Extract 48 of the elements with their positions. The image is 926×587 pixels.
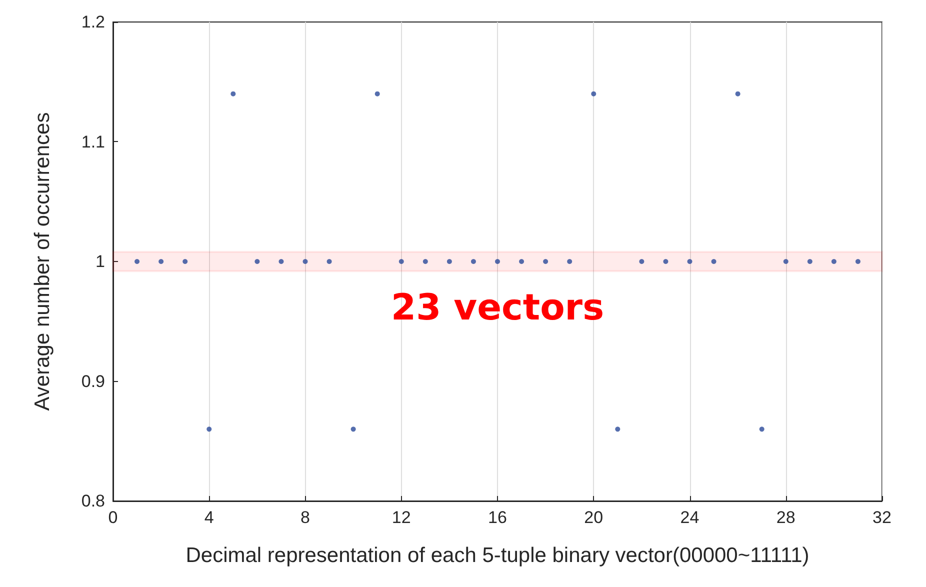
point [783,259,788,264]
point [615,426,620,432]
point [543,259,548,264]
x-tick-label: 20 [584,508,604,527]
point [206,426,212,432]
point [639,259,644,264]
point [567,259,572,264]
point [278,259,284,264]
point [398,259,404,264]
point [831,259,836,264]
point [302,259,308,264]
point [350,426,356,432]
point [254,259,260,264]
point [519,259,524,264]
point [591,91,596,96]
x-tick-label: 24 [680,508,700,527]
x-tick-label: 8 [300,508,310,527]
point [687,259,692,264]
point [230,91,236,96]
point [158,259,164,264]
point [422,259,428,264]
point [807,259,812,264]
point [374,91,380,96]
point [495,259,500,264]
point [663,259,668,264]
point [759,426,764,432]
y-axis-title: Average number of occurrences [31,112,54,411]
x-tick-label: 28 [776,508,796,527]
x-tick-label: 0 [108,508,118,527]
point [470,259,476,264]
point [735,91,740,96]
point [134,259,140,264]
band-label: 23 vectors [391,288,604,329]
x-tick-label: 4 [204,508,214,527]
y-tick-label: 0.9 [81,372,105,391]
x-tick-label: 12 [392,508,411,527]
y-tick-label: 1 [96,252,105,271]
y-tick-label: 0.8 [81,492,105,510]
x-axis-title: Decimal representation of each 5-tuple binary vector(00000~11111) [186,544,810,567]
point [855,259,860,264]
x-tick-label: 32 [872,508,892,527]
point [182,259,188,264]
point [326,259,332,264]
point [446,259,452,264]
point [711,259,716,264]
x-tick-label: 16 [488,508,507,527]
y-tick-label: 1.1 [81,132,105,152]
y-tick-label: 1.2 [81,12,105,32]
